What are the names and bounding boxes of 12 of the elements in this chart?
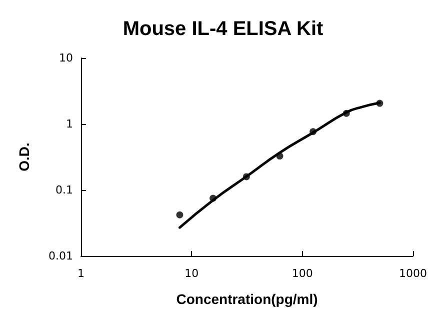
y-tick-label: 10	[59, 52, 73, 64]
y-tick-label: 0.1	[56, 184, 73, 196]
y-tick-label: 1	[66, 118, 73, 130]
y-tick-label: 0.01	[48, 250, 73, 262]
y-axis-title: O.D.	[16, 142, 32, 172]
chart-title: Mouse IL-4 ELISA Kit	[122, 18, 324, 40]
x-tick-label: 10	[184, 267, 199, 280]
x-tick-label: 1	[78, 267, 84, 280]
x-tick-label: 1000	[399, 267, 427, 280]
point	[176, 211, 184, 218]
x-tick-label: 100	[292, 267, 313, 280]
x-axis-title: Concentration(pg/ml)	[176, 291, 318, 307]
